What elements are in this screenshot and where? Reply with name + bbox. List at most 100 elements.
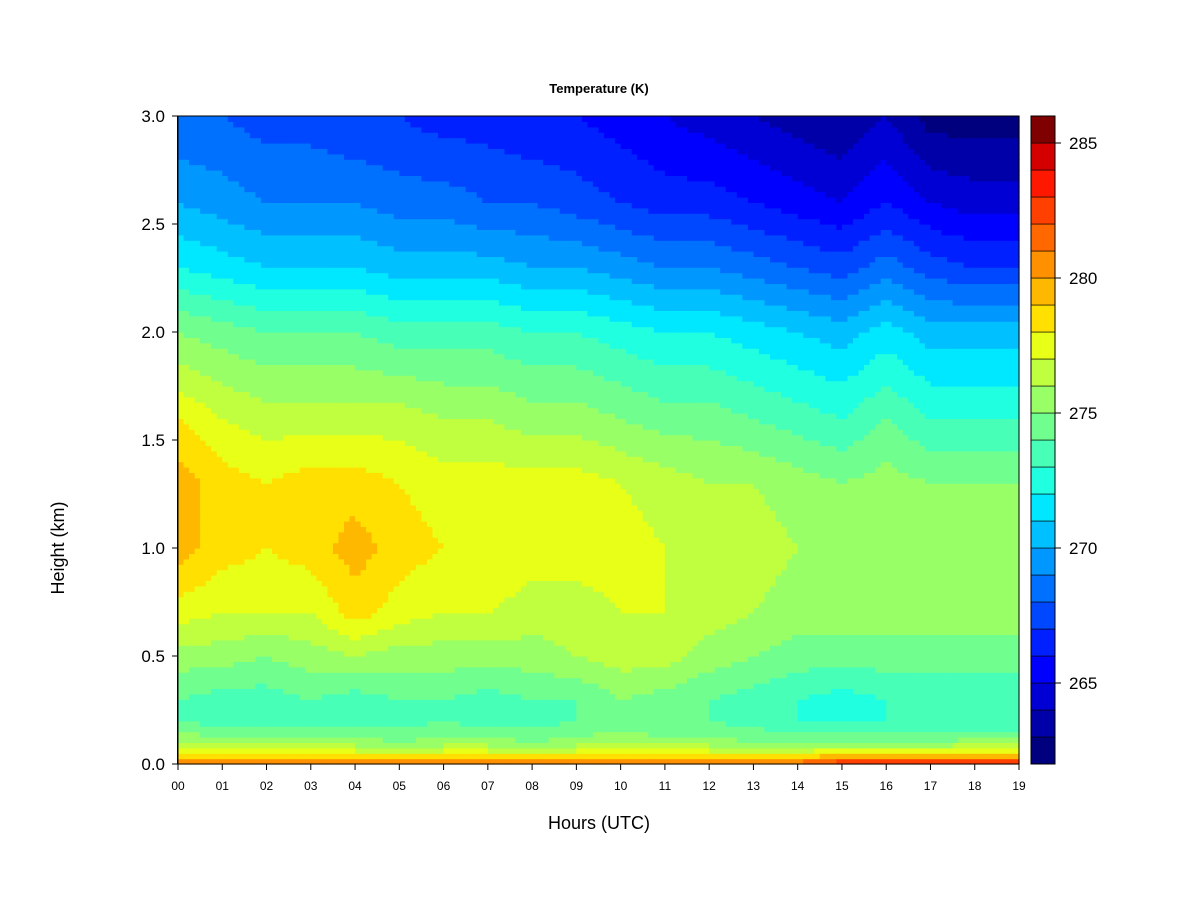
heatmap-cell bbox=[272, 575, 279, 581]
heatmap-cell bbox=[355, 440, 362, 446]
heatmap-cell bbox=[360, 531, 367, 538]
heatmap-cell bbox=[371, 537, 378, 544]
heatmap-cell bbox=[338, 207, 345, 214]
heatmap-cell bbox=[249, 191, 257, 198]
heatmap-cell bbox=[205, 645, 212, 652]
heatmap-cell bbox=[388, 348, 395, 355]
heatmap-cell bbox=[338, 575, 345, 581]
heatmap-cell bbox=[255, 715, 262, 722]
heatmap-cell bbox=[272, 445, 279, 452]
heatmap-cell bbox=[244, 704, 251, 711]
heatmap-cell bbox=[360, 369, 367, 376]
heatmap-cell bbox=[310, 310, 317, 317]
heatmap-cell bbox=[338, 569, 345, 576]
heatmap-cell bbox=[360, 380, 367, 387]
heatmap-cell bbox=[310, 569, 317, 576]
heatmap-cell bbox=[338, 353, 345, 360]
heatmap-cell bbox=[404, 348, 411, 355]
heatmap-cell bbox=[299, 207, 306, 214]
heatmap-cell bbox=[366, 472, 373, 479]
heatmap-cell bbox=[349, 337, 356, 344]
heatmap-cell bbox=[382, 197, 389, 203]
heatmap-cell bbox=[211, 585, 218, 592]
heatmap-cell bbox=[321, 569, 328, 576]
heatmap-cell bbox=[404, 488, 411, 495]
heatmap-cell bbox=[360, 267, 367, 274]
heatmap-cell bbox=[277, 148, 284, 155]
heatmap-cell bbox=[321, 488, 328, 495]
heatmap-cell bbox=[183, 116, 190, 122]
heatmap-cell bbox=[305, 337, 312, 344]
heatmap-cell bbox=[189, 153, 196, 160]
heatmap-cell bbox=[249, 261, 257, 268]
heatmap-cell bbox=[360, 602, 367, 608]
heatmap-cell bbox=[272, 337, 279, 344]
heatmap-cell bbox=[288, 251, 295, 257]
heatmap-cell bbox=[355, 483, 362, 490]
heatmap-cell bbox=[283, 747, 290, 754]
heatmap-cell bbox=[244, 731, 251, 738]
heatmap-cell bbox=[371, 515, 378, 522]
heatmap-cell bbox=[283, 510, 290, 517]
heatmap-cell bbox=[310, 461, 317, 468]
heatmap-cell bbox=[183, 623, 190, 630]
heatmap-cell bbox=[349, 742, 356, 749]
heatmap-cell bbox=[404, 445, 411, 452]
heatmap-cell bbox=[327, 440, 334, 446]
heatmap-cell bbox=[404, 531, 411, 538]
heatmap-cell bbox=[388, 742, 395, 749]
heatmap-cell bbox=[327, 224, 334, 230]
heatmap-cell bbox=[272, 126, 279, 133]
heatmap-cell bbox=[382, 305, 389, 311]
heatmap-cell bbox=[371, 429, 378, 436]
heatmap-cell bbox=[189, 677, 196, 684]
heatmap-cell bbox=[178, 710, 185, 716]
heatmap-cell bbox=[260, 413, 268, 419]
heatmap-cell bbox=[222, 537, 229, 544]
heatmap-cell bbox=[343, 548, 351, 554]
heatmap-cell bbox=[205, 683, 212, 689]
heatmap-cell bbox=[288, 542, 295, 549]
heatmap-cell bbox=[238, 510, 245, 517]
heatmap-cell bbox=[260, 423, 268, 430]
heatmap-cell bbox=[366, 321, 373, 328]
heatmap-cell bbox=[205, 224, 212, 230]
heatmap-cell bbox=[211, 229, 218, 236]
heatmap-cell bbox=[178, 688, 185, 695]
heatmap-cell bbox=[371, 585, 378, 592]
heatmap-cell bbox=[349, 229, 356, 236]
heatmap-cell bbox=[371, 213, 378, 220]
heatmap-cell bbox=[189, 180, 196, 187]
heatmap-cell bbox=[332, 229, 340, 236]
heatmap-cell bbox=[283, 537, 290, 544]
heatmap-cell bbox=[255, 634, 262, 641]
heatmap-cell bbox=[288, 526, 295, 533]
heatmap-cell bbox=[399, 753, 406, 760]
heatmap-cell bbox=[404, 753, 411, 760]
heatmap-cell bbox=[244, 607, 251, 614]
heatmap-cell bbox=[227, 175, 234, 182]
heatmap-cell bbox=[377, 585, 384, 592]
heatmap-cell bbox=[244, 710, 251, 716]
heatmap-cell bbox=[200, 283, 207, 290]
heatmap-cell bbox=[332, 612, 340, 619]
heatmap-cell bbox=[200, 494, 207, 500]
heatmap-cell bbox=[244, 116, 251, 122]
heatmap-cell bbox=[233, 656, 240, 662]
heatmap-cell bbox=[316, 677, 323, 684]
heatmap-cell bbox=[277, 202, 284, 209]
heatmap-cell bbox=[310, 213, 317, 220]
heatmap-cell bbox=[343, 526, 351, 533]
heatmap-cell bbox=[244, 299, 251, 306]
heatmap-cell bbox=[183, 396, 190, 403]
heatmap-cell bbox=[189, 224, 196, 230]
heatmap-cell bbox=[249, 391, 257, 398]
heatmap-cell bbox=[233, 153, 240, 160]
heatmap-cell bbox=[288, 477, 295, 484]
heatmap-cell bbox=[332, 283, 340, 290]
heatmap-cell bbox=[332, 267, 340, 274]
heatmap-cell bbox=[388, 353, 395, 360]
heatmap-cell bbox=[310, 116, 317, 122]
heatmap-cell bbox=[349, 348, 356, 355]
heatmap-cell bbox=[316, 515, 323, 522]
